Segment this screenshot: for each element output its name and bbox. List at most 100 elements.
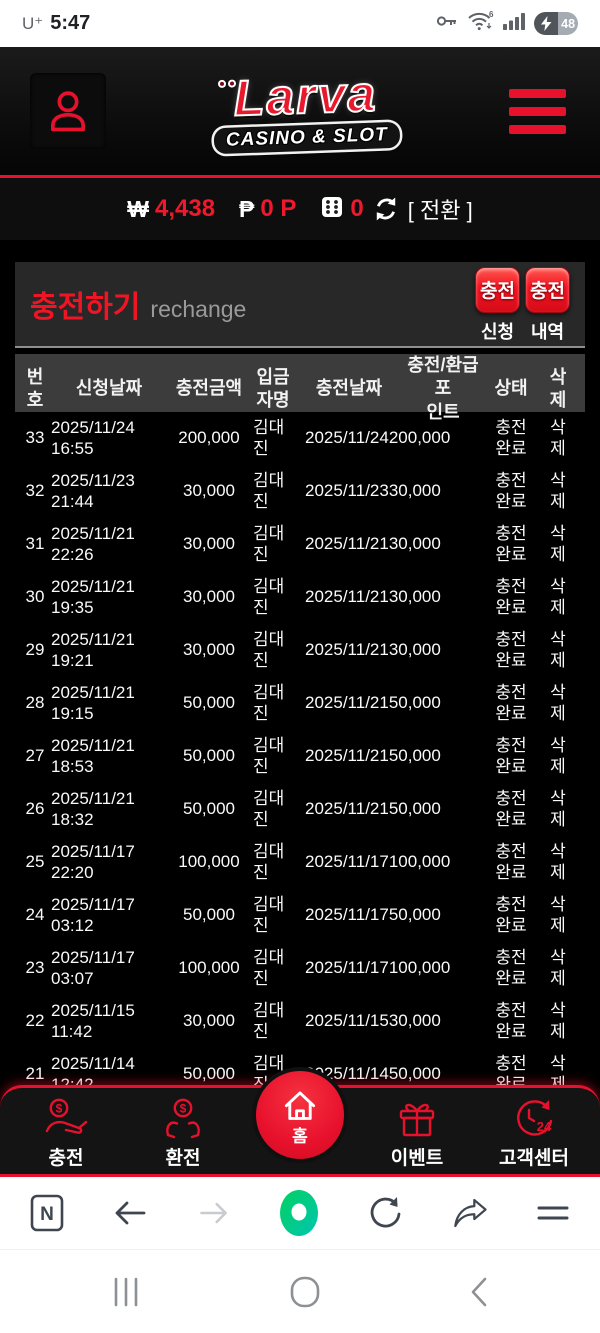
browser-menu-button[interactable] bbox=[536, 1202, 570, 1224]
charge-amount: 100,000 bbox=[178, 958, 240, 978]
row-number: 21 bbox=[25, 1064, 45, 1084]
status-label: 충전 완료 bbox=[495, 417, 527, 458]
row-number: 29 bbox=[25, 640, 45, 660]
apply-date: 2025/11/21 18:53 bbox=[51, 735, 135, 776]
charge-date-points: 2025/11/17100,000 bbox=[297, 852, 485, 873]
apply-date: 2025/11/21 19:21 bbox=[51, 629, 135, 670]
hamburger-bar bbox=[509, 124, 566, 134]
status-label: 충전 완료 bbox=[495, 629, 527, 670]
share-button[interactable] bbox=[451, 1196, 489, 1230]
hamburger-bar bbox=[509, 106, 566, 116]
bottom-nav: $ 충전 $ 환전 홈 bbox=[0, 1067, 600, 1177]
charge-amount: 50,000 bbox=[183, 799, 235, 819]
system-nav-bar bbox=[0, 1249, 600, 1333]
delete-button[interactable]: 삭 제 bbox=[550, 576, 566, 617]
charge-date: 2025/11/17 bbox=[305, 958, 389, 978]
charging-bolt-icon bbox=[534, 12, 559, 35]
balance-bar: ₩ 4,438 ₱ 0 P 0 bbox=[0, 178, 600, 240]
status-label: 충전 완료 bbox=[495, 894, 527, 935]
nav-events[interactable]: 이벤트 bbox=[365, 1088, 469, 1174]
charge-date: 2025/11/21 bbox=[305, 587, 389, 607]
back-button[interactable] bbox=[111, 1197, 149, 1229]
charge-date-points: 2025/11/2150,000 bbox=[297, 799, 485, 820]
depositor-name: 김대 진 bbox=[253, 576, 285, 617]
home-button[interactable] bbox=[290, 1276, 320, 1308]
delete-button[interactable]: 삭 제 bbox=[550, 470, 566, 511]
recents-button[interactable] bbox=[112, 1277, 140, 1307]
points-value: 50,000 bbox=[388, 746, 441, 766]
delete-button[interactable]: 삭 제 bbox=[550, 947, 566, 988]
site-logo[interactable]: Larva CASINO & SLOT bbox=[211, 65, 400, 155]
delete-button[interactable]: 삭 제 bbox=[550, 894, 566, 935]
row-number: 27 bbox=[25, 746, 45, 766]
android-back-button[interactable] bbox=[470, 1277, 488, 1307]
battery-indicator: 48 bbox=[534, 12, 578, 35]
delete-button[interactable]: 삭 제 bbox=[550, 629, 566, 670]
delete-button[interactable]: 삭 제 bbox=[550, 735, 566, 776]
charge-amount: 50,000 bbox=[183, 746, 235, 766]
charge-amount: 50,000 bbox=[183, 693, 235, 713]
status-label: 충전 완료 bbox=[495, 470, 527, 511]
depositor-name: 김대 진 bbox=[253, 523, 285, 564]
nav-label: 충전 bbox=[48, 1148, 84, 1169]
forward-button[interactable] bbox=[197, 1198, 231, 1228]
deposit-hand-coin-icon: $ bbox=[45, 1098, 88, 1134]
charge-amount: 30,000 bbox=[183, 481, 235, 501]
apply-date: 2025/11/21 19:15 bbox=[51, 682, 135, 723]
delete-button[interactable]: 삭 제 bbox=[550, 682, 566, 723]
depositor-name: 김대 진 bbox=[253, 894, 285, 935]
charge-date-points: 2025/11/1750,000 bbox=[297, 905, 485, 926]
points-value: 50,000 bbox=[388, 799, 441, 819]
history-caption: 내역 bbox=[530, 321, 565, 342]
delete-button[interactable]: 삭 제 bbox=[550, 1000, 566, 1041]
points-value: 30,000 bbox=[388, 640, 441, 660]
table-row: 29 2025/11/21 19:21 30,000 김대 진 2025/11/… bbox=[15, 624, 585, 677]
svg-text:N: N bbox=[40, 1204, 54, 1225]
nav-deposit[interactable]: $ 충전 bbox=[14, 1088, 118, 1174]
col-points: 충전/환급 포 인트 bbox=[407, 355, 479, 422]
naver-app-icon[interactable]: N bbox=[30, 1194, 64, 1232]
delete-button[interactable]: 삭 제 bbox=[550, 841, 566, 882]
nav-home-slot: 홈 bbox=[248, 1067, 352, 1174]
charge-apply-button[interactable]: 충전 bbox=[475, 266, 520, 313]
apply-date: 2025/11/17 03:07 bbox=[51, 947, 135, 988]
col-no: 번 호 bbox=[26, 366, 44, 411]
peso-symbol: ₱ bbox=[239, 195, 255, 222]
delete-button[interactable]: 삭 제 bbox=[550, 417, 566, 458]
apply-date: 2025/11/17 22:20 bbox=[51, 841, 135, 882]
page-title: 충전하기 bbox=[30, 291, 141, 324]
charge-history-button[interactable]: 충전 bbox=[525, 266, 570, 313]
charge-date-points: 2025/11/2330,000 bbox=[297, 481, 485, 502]
table-row: 26 2025/11/21 18:32 50,000 김대 진 2025/11/… bbox=[15, 783, 585, 836]
charge-amount: 30,000 bbox=[183, 534, 235, 554]
table-header: 번 호 신청날짜 충전금액 입금 자명 충전날짜 충전/환급 포 인트 상태 삭… bbox=[15, 354, 585, 422]
nav-customer-service[interactable]: 24 고객센터 bbox=[482, 1088, 586, 1174]
charge-date: 2025/11/21 bbox=[305, 693, 389, 713]
row-number: 22 bbox=[25, 1011, 45, 1031]
depositor-name: 김대 진 bbox=[253, 788, 285, 829]
table-row: 24 2025/11/17 03:12 50,000 김대 진 2025/11/… bbox=[15, 889, 585, 942]
logo-subtitle: CASINO & SLOT bbox=[213, 121, 400, 155]
row-number: 26 bbox=[25, 799, 45, 819]
convert-button[interactable]: [ 전환 ] bbox=[407, 198, 473, 223]
menu-button[interactable] bbox=[505, 85, 570, 138]
nav-label: 고객센터 bbox=[499, 1148, 569, 1169]
delete-button[interactable]: 삭 제 bbox=[550, 523, 566, 564]
nav-home[interactable]: 홈 bbox=[252, 1067, 348, 1163]
points-value: 30,000 bbox=[388, 481, 441, 501]
delete-button[interactable]: 삭 제 bbox=[550, 788, 566, 829]
apply-date: 2025/11/15 11:42 bbox=[51, 1000, 135, 1041]
depositor-name: 김대 진 bbox=[253, 841, 285, 882]
refresh-balance-button[interactable] bbox=[373, 196, 399, 222]
table-row: 28 2025/11/21 19:15 50,000 김대 진 2025/11/… bbox=[15, 677, 585, 730]
nav-withdraw[interactable]: $ 환전 bbox=[131, 1088, 235, 1174]
points-value: 30,000 bbox=[388, 587, 441, 607]
hamburger-bar bbox=[509, 88, 566, 98]
refresh-button[interactable] bbox=[367, 1195, 403, 1231]
naver-home-button[interactable] bbox=[278, 1188, 320, 1238]
profile-button[interactable] bbox=[30, 73, 106, 149]
points-value: 100,000 bbox=[388, 852, 451, 872]
larva-eye-icon bbox=[227, 79, 236, 88]
charge-date: 2025/11/23 bbox=[305, 481, 389, 501]
won-symbol: ₩ bbox=[127, 195, 149, 222]
